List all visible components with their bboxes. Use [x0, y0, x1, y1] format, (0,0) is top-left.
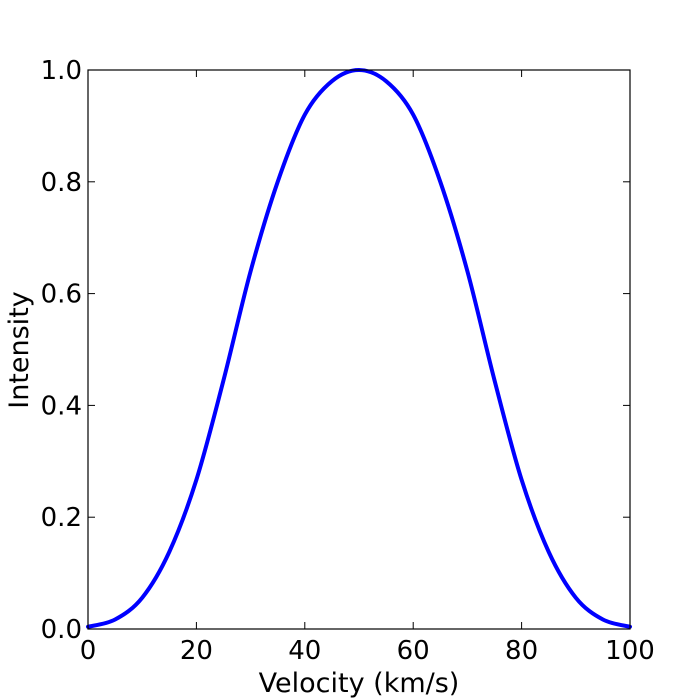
y-tick-label: 0.4: [41, 391, 82, 421]
x-tick-label: 100: [605, 636, 655, 666]
x-tick-label: 40: [288, 636, 321, 666]
y-tick-label: 0.2: [41, 503, 82, 533]
x-tick-label: 20: [180, 636, 213, 666]
y-tick-label: 0.8: [41, 168, 82, 198]
plot-area: [88, 70, 630, 629]
tick-labels: 0 20 40 60 80 100 0.0 0.2 0.4 0.6 0.8 1.0: [41, 56, 655, 666]
y-tick-label: 1.0: [41, 56, 82, 86]
y-axis-label: Intensity: [4, 291, 35, 409]
y-tick-label: 0.6: [41, 280, 82, 310]
x-axis-label: Velocity (km/s): [259, 668, 460, 699]
x-tick-label: 0: [80, 636, 97, 666]
x-tick-label: 60: [397, 636, 430, 666]
y-tick-label: 0.0: [41, 615, 82, 645]
x-tick-label: 80: [505, 636, 538, 666]
plot-frame: [87, 69, 631, 630]
